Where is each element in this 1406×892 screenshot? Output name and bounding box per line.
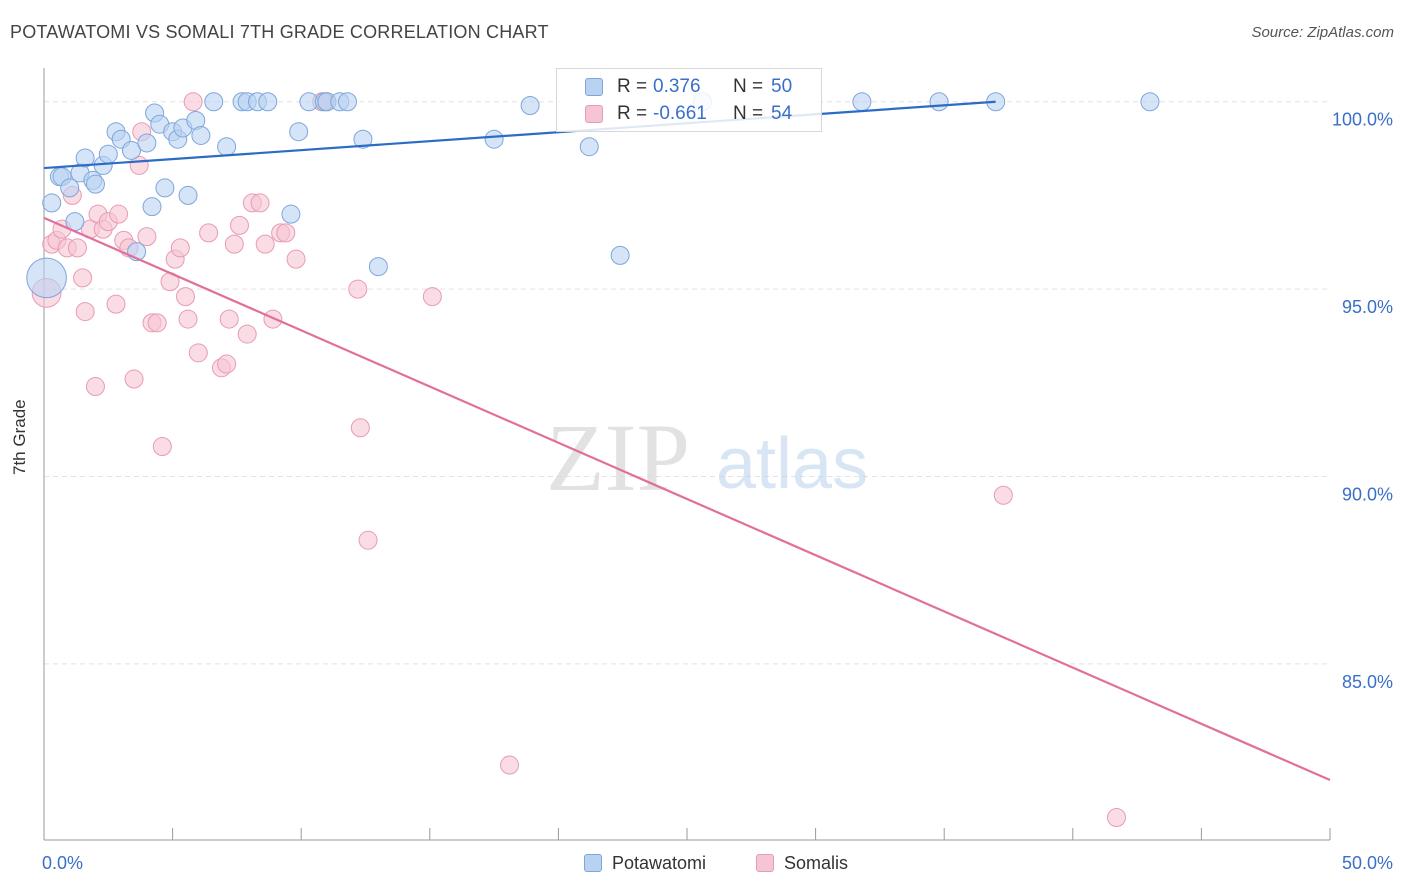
data-point <box>75 148 95 168</box>
data-point <box>124 369 144 389</box>
stats-swatch-somalis <box>585 105 603 123</box>
y-tick-label: 85.0% <box>1342 672 1393 692</box>
data-point <box>289 122 309 142</box>
stats-r-value: 0.376 <box>653 76 701 97</box>
data-point <box>276 223 296 243</box>
data-point <box>191 125 211 145</box>
trend-line <box>43 216 1331 782</box>
data-point <box>224 234 244 254</box>
data-point <box>73 268 93 288</box>
stats-r-value: -0.661 <box>653 103 707 124</box>
stats-n-label: N = <box>733 76 764 97</box>
data-point <box>217 354 237 374</box>
data-point <box>188 343 208 363</box>
data-point <box>337 92 357 112</box>
data-point <box>85 377 105 397</box>
data-point <box>500 755 520 775</box>
legend-item-somalis[interactable]: Somalis <box>756 852 896 876</box>
data-point <box>183 92 203 112</box>
data-point <box>929 92 949 112</box>
stats-row-potawatomi: R = 0.376 N = 50 <box>557 73 821 101</box>
data-point <box>258 92 278 112</box>
x-tick-label-start: 0.0% <box>42 853 83 873</box>
data-point <box>137 227 157 247</box>
trend-line <box>43 100 996 170</box>
data-point <box>217 137 237 157</box>
data-point <box>281 204 301 224</box>
data-point <box>520 95 540 115</box>
data-point <box>353 129 373 149</box>
data-point <box>67 238 87 258</box>
legend-swatch-somalis <box>756 854 774 872</box>
legend-label-somalis: Somalis <box>784 853 849 873</box>
data-point <box>26 257 67 299</box>
series-potawatomi <box>26 92 1160 299</box>
data-point <box>368 257 388 277</box>
data-point <box>142 197 162 217</box>
series-somalis <box>31 92 1127 828</box>
stats-swatch-potawatomi <box>585 78 603 96</box>
data-point <box>109 204 129 224</box>
data-point <box>106 294 126 314</box>
data-point <box>85 174 105 194</box>
watermark: ZIP atlas <box>546 404 868 511</box>
data-point <box>98 144 118 164</box>
chart-source: Source: ZipAtlas.com <box>1251 24 1394 41</box>
legend-item-potawatomi[interactable]: Potawatomi <box>584 852 744 876</box>
data-point <box>610 245 630 265</box>
data-point <box>199 223 219 243</box>
data-point <box>422 287 442 307</box>
axes <box>43 68 1331 841</box>
data-point <box>358 530 378 550</box>
chart-title: POTAWATOMI VS SOMALI 7TH GRADE CORRELATI… <box>10 22 549 42</box>
watermark-atlas: atlas <box>716 424 868 504</box>
data-point <box>1140 92 1160 112</box>
tick-labels: 100.0% 95.0% 90.0% 85.0% 0.0% 50.0% <box>42 110 1393 873</box>
stats-n-label: N = <box>733 103 764 124</box>
data-point <box>286 249 306 269</box>
data-point <box>348 279 368 299</box>
data-point <box>178 309 198 329</box>
y-tick-label: 100.0% <box>1332 110 1393 130</box>
data-point <box>484 129 504 149</box>
data-point <box>75 302 95 322</box>
stats-r-label: R = <box>617 76 648 97</box>
data-point <box>219 309 239 329</box>
data-point <box>42 193 62 213</box>
data-point <box>852 92 872 112</box>
stats-r-label: R = <box>617 103 648 124</box>
data-point <box>175 287 195 307</box>
data-point <box>137 133 157 153</box>
data-point <box>250 193 270 213</box>
data-point <box>155 178 175 198</box>
legend-swatch-potawatomi <box>584 854 602 872</box>
grid-lines <box>44 101 1330 665</box>
x-tick-label-end: 50.0% <box>1342 853 1393 873</box>
data-point <box>121 140 141 160</box>
data-point <box>178 185 198 205</box>
data-point <box>204 92 224 112</box>
stats-n-value: 50 <box>771 76 793 97</box>
data-point <box>579 137 599 157</box>
data-point <box>255 234 275 254</box>
data-point <box>60 178 80 198</box>
data-point <box>147 313 167 333</box>
data-point <box>993 485 1013 505</box>
y-tick-label: 95.0% <box>1342 297 1393 317</box>
stats-n-value: 54 <box>771 103 793 124</box>
y-tick-label: 90.0% <box>1342 484 1393 504</box>
data-point <box>350 418 370 438</box>
data-point <box>229 215 249 235</box>
trend-lines <box>43 100 1331 782</box>
data-point <box>170 238 190 258</box>
watermark-zip: ZIP <box>546 404 690 511</box>
data-point <box>1107 808 1127 828</box>
data-point <box>152 437 172 457</box>
data-point <box>237 324 257 344</box>
stats-box: R = 0.376 N = 50 R = -0.661 N = 54 <box>556 68 822 132</box>
stats-row-somalis: R = -0.661 N = 54 <box>557 100 821 128</box>
legend-label-potawatomi: Potawatomi <box>612 853 707 873</box>
